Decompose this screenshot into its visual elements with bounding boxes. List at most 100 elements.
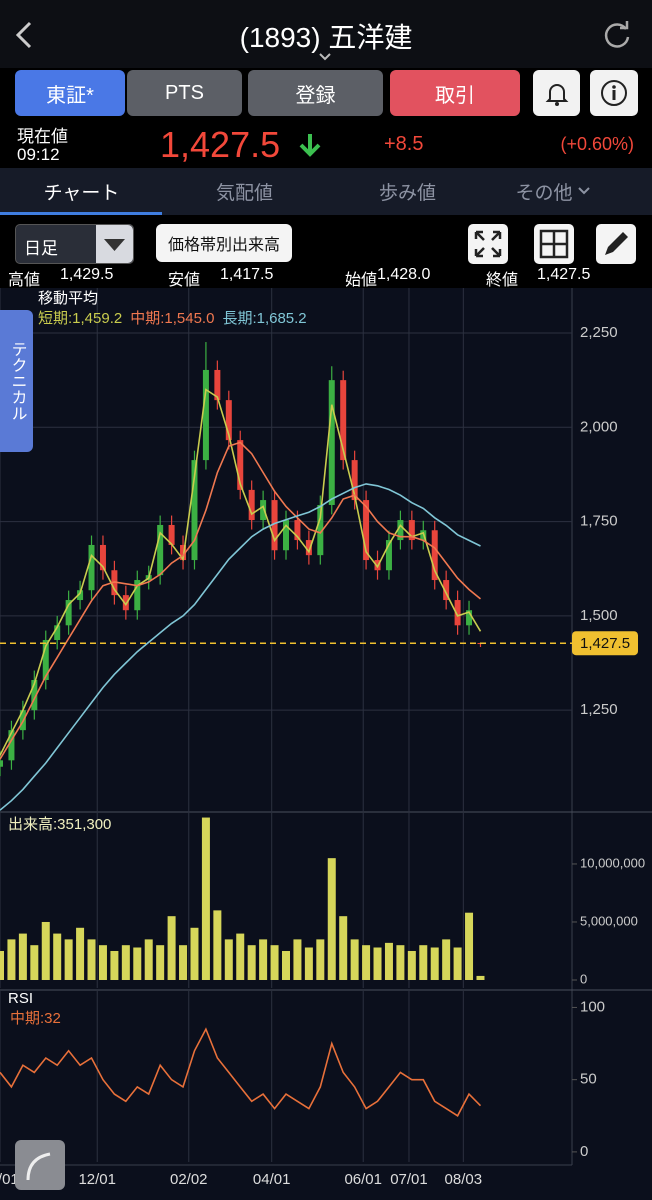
candle-body — [202, 369, 209, 461]
legend-entry: 中期:32 — [10, 1010, 61, 1027]
volume-bar — [407, 950, 416, 980]
candle-body — [0, 760, 3, 767]
trade-button[interactable]: 取引 — [390, 70, 520, 116]
volume-profile-button[interactable]: 価格帯別出来高 — [156, 224, 292, 262]
chart-background — [0, 288, 652, 1200]
line-series — [0, 388, 482, 756]
tab[interactable]: チャート — [43, 183, 120, 204]
refresh-button[interactable] — [602, 20, 632, 50]
panel-title: 移動平均 — [38, 290, 98, 307]
period-label: 日足 — [24, 239, 58, 258]
y-tick-label: 50 — [580, 1071, 597, 1088]
alert-button[interactable] — [533, 70, 580, 116]
line-series — [0, 1027, 482, 1117]
candle-body — [454, 600, 461, 626]
volume-bar — [316, 939, 325, 980]
fullscreen-button[interactable] — [468, 224, 508, 264]
header: (1893) 五洋建 — [0, 0, 652, 68]
candle-body — [31, 679, 38, 711]
candle-body — [443, 580, 450, 601]
y-tick-label: 10,000,000 — [580, 855, 645, 870]
volume-bar — [0, 950, 4, 980]
volume-bar — [339, 916, 348, 980]
pencil-icon — [605, 232, 628, 255]
candle-body — [385, 540, 392, 571]
candle-body — [191, 460, 198, 561]
volume-bar — [121, 945, 130, 980]
volume-bar — [201, 817, 210, 980]
volume-bar — [98, 945, 107, 980]
candle-body — [65, 600, 72, 626]
candle-body — [180, 544, 187, 561]
y-tick-label: 0 — [580, 1143, 588, 1160]
price-time: 09:12 — [17, 145, 60, 164]
volume-bar — [110, 950, 119, 980]
candle-body — [283, 520, 289, 551]
register-button[interactable]: 登録 — [248, 70, 383, 116]
title-chevron[interactable] — [318, 52, 332, 62]
candle-body — [248, 489, 255, 521]
market-button[interactable]: 東証* — [15, 70, 125, 116]
x-tick-label: 12/01 — [78, 1171, 116, 1188]
volume-bar — [247, 945, 256, 980]
legend-entry: 長期:1,685.2 — [222, 310, 306, 327]
legend-entry: 中期:1,545.0 — [130, 310, 214, 327]
icon-box[interactable] — [15, 1140, 65, 1190]
volume-bar — [53, 933, 62, 980]
candle-body — [122, 595, 129, 611]
y-tick-label: 100 — [580, 998, 605, 1015]
line-series — [0, 483, 481, 811]
candle-body — [351, 460, 358, 501]
current-price-label: 1,427.5 — [580, 635, 630, 652]
volume-bar — [7, 939, 16, 980]
pts-button[interactable]: PTS — [127, 70, 242, 116]
volume-bar — [453, 947, 462, 980]
y-tick-label: 5,000,000 — [580, 913, 638, 928]
volume-bar — [144, 939, 153, 980]
down-arrow — [299, 134, 321, 157]
candle-body — [260, 500, 267, 521]
volume-bar — [476, 975, 485, 980]
ohlc-label: 安値 — [168, 272, 201, 289]
candle-body — [42, 640, 49, 680]
technical-tab[interactable]: テクニカル — [0, 310, 33, 452]
tab[interactable]: 歩み値 — [378, 183, 436, 204]
tab[interactable]: 気配値 — [215, 183, 273, 204]
draw-button[interactable] — [596, 224, 636, 264]
layout-button[interactable] — [534, 224, 574, 264]
volume-bar — [350, 939, 359, 980]
volume-bar — [224, 939, 233, 980]
info-button[interactable] — [590, 70, 638, 116]
candle-body — [225, 400, 232, 441]
tab-chevron — [577, 186, 590, 194]
ohlc-value: 1,417.5 — [220, 266, 274, 283]
volume-bar — [18, 933, 27, 980]
volume-bar — [259, 939, 268, 980]
volume-bar — [156, 945, 165, 980]
candle-body — [157, 524, 164, 576]
candle-body — [77, 590, 84, 601]
page-title: (1893) 五洋建 — [239, 22, 413, 53]
tab[interactable]: その他 — [480, 168, 630, 215]
x-tick-label: 10/01 — [0, 1171, 19, 1188]
y-tick-label: 1,750 — [580, 513, 618, 530]
period-select[interactable]: 日足 — [15, 224, 134, 264]
volume-bar — [419, 945, 428, 980]
price-change: +8.5 — [384, 133, 424, 155]
volume-bar — [179, 945, 188, 980]
volume-bar — [87, 939, 96, 980]
volume-bar — [270, 945, 279, 980]
drawing-tool-icon[interactable] — [15, 1140, 65, 1190]
candle-body — [340, 380, 347, 461]
x-tick-label: 08/03 — [445, 1171, 483, 1188]
volume-bar — [362, 945, 371, 980]
back-button[interactable] — [12, 20, 36, 50]
volume-bar — [465, 912, 474, 980]
candle-body — [54, 625, 61, 641]
panel-title: 出来高:351,300 — [8, 816, 111, 833]
y-tick-label: 1,250 — [580, 701, 618, 718]
select-arrow-box — [96, 225, 133, 263]
candle-body — [305, 540, 312, 556]
